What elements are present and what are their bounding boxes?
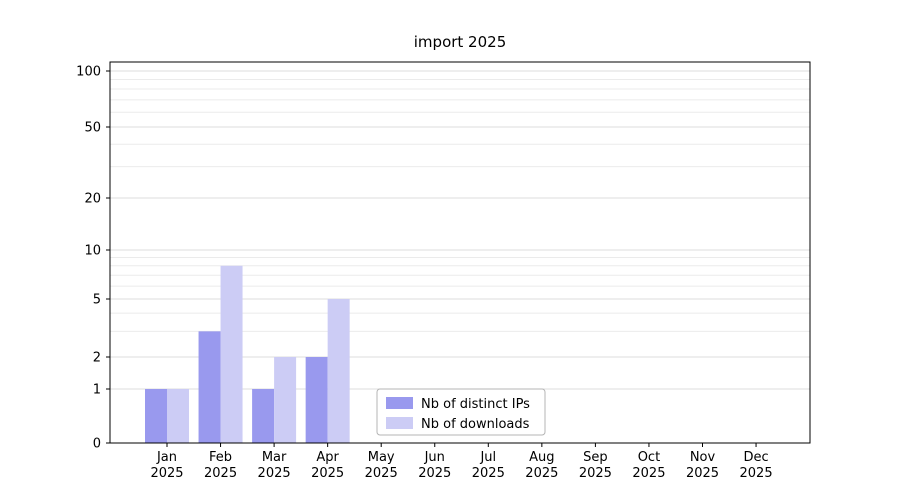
bar-downloads: [274, 357, 297, 443]
x-tick-label: 2025: [150, 466, 183, 481]
x-tick-label: Feb: [209, 450, 232, 465]
x-tick-label: 2025: [418, 466, 451, 481]
y-tick-label: 10: [84, 244, 101, 259]
x-tick-label: May: [368, 450, 395, 465]
x-tick-label: 2025: [365, 466, 398, 481]
x-tick-label: 2025: [204, 466, 237, 481]
x-tick-label: Nov: [690, 450, 716, 465]
x-tick-label: 2025: [525, 466, 558, 481]
x-tick-label: Dec: [743, 450, 768, 465]
bar-distinct-ips: [305, 357, 328, 443]
x-tick-label: 2025: [632, 466, 665, 481]
legend-label: Nb of distinct IPs: [421, 397, 530, 412]
bar-downloads: [167, 389, 189, 443]
bar-downloads: [327, 299, 350, 443]
x-tick-label: 2025: [311, 466, 344, 481]
x-tick-label: 2025: [686, 466, 719, 481]
y-tick-label: 1: [93, 383, 101, 398]
y-tick-label: 100: [76, 65, 101, 80]
legend-label: Nb of downloads: [421, 417, 530, 432]
plot-border: [109, 61, 811, 444]
x-tick-label: 2025: [472, 466, 505, 481]
bar-distinct-ips: [145, 389, 167, 443]
x-tick-label: Aug: [529, 450, 554, 465]
x-tick-label: 2025: [740, 466, 773, 481]
x-tick-label: Oct: [638, 450, 660, 465]
x-tick-label: Sep: [583, 450, 608, 465]
y-tick-label: 50: [84, 121, 101, 136]
y-tick-label: 2: [93, 351, 101, 366]
x-tick-label: Mar: [262, 450, 287, 465]
legend-frame: [376, 388, 546, 436]
x-tick-label: Jul: [479, 450, 496, 465]
x-tick-label: 2025: [258, 466, 291, 481]
chart-title: import 2025: [413, 33, 507, 51]
y-tick-label: 0: [93, 437, 101, 452]
bar-downloads: [220, 265, 243, 443]
legend: Nb of distinct IPs Nb of downloads: [376, 388, 546, 436]
legend-swatch: [386, 417, 413, 429]
x-tick-label: 2025: [579, 466, 612, 481]
legend-swatch: [386, 397, 413, 409]
x-tick-label: Jun: [424, 450, 445, 465]
bar-distinct-ips: [252, 389, 275, 443]
x-tick-label: Apr: [316, 450, 339, 465]
x-tick-label: Jan: [156, 450, 177, 465]
y-tick-label: 20: [84, 192, 101, 207]
bar-distinct-ips: [198, 331, 221, 443]
y-tick-label: 5: [93, 293, 101, 308]
